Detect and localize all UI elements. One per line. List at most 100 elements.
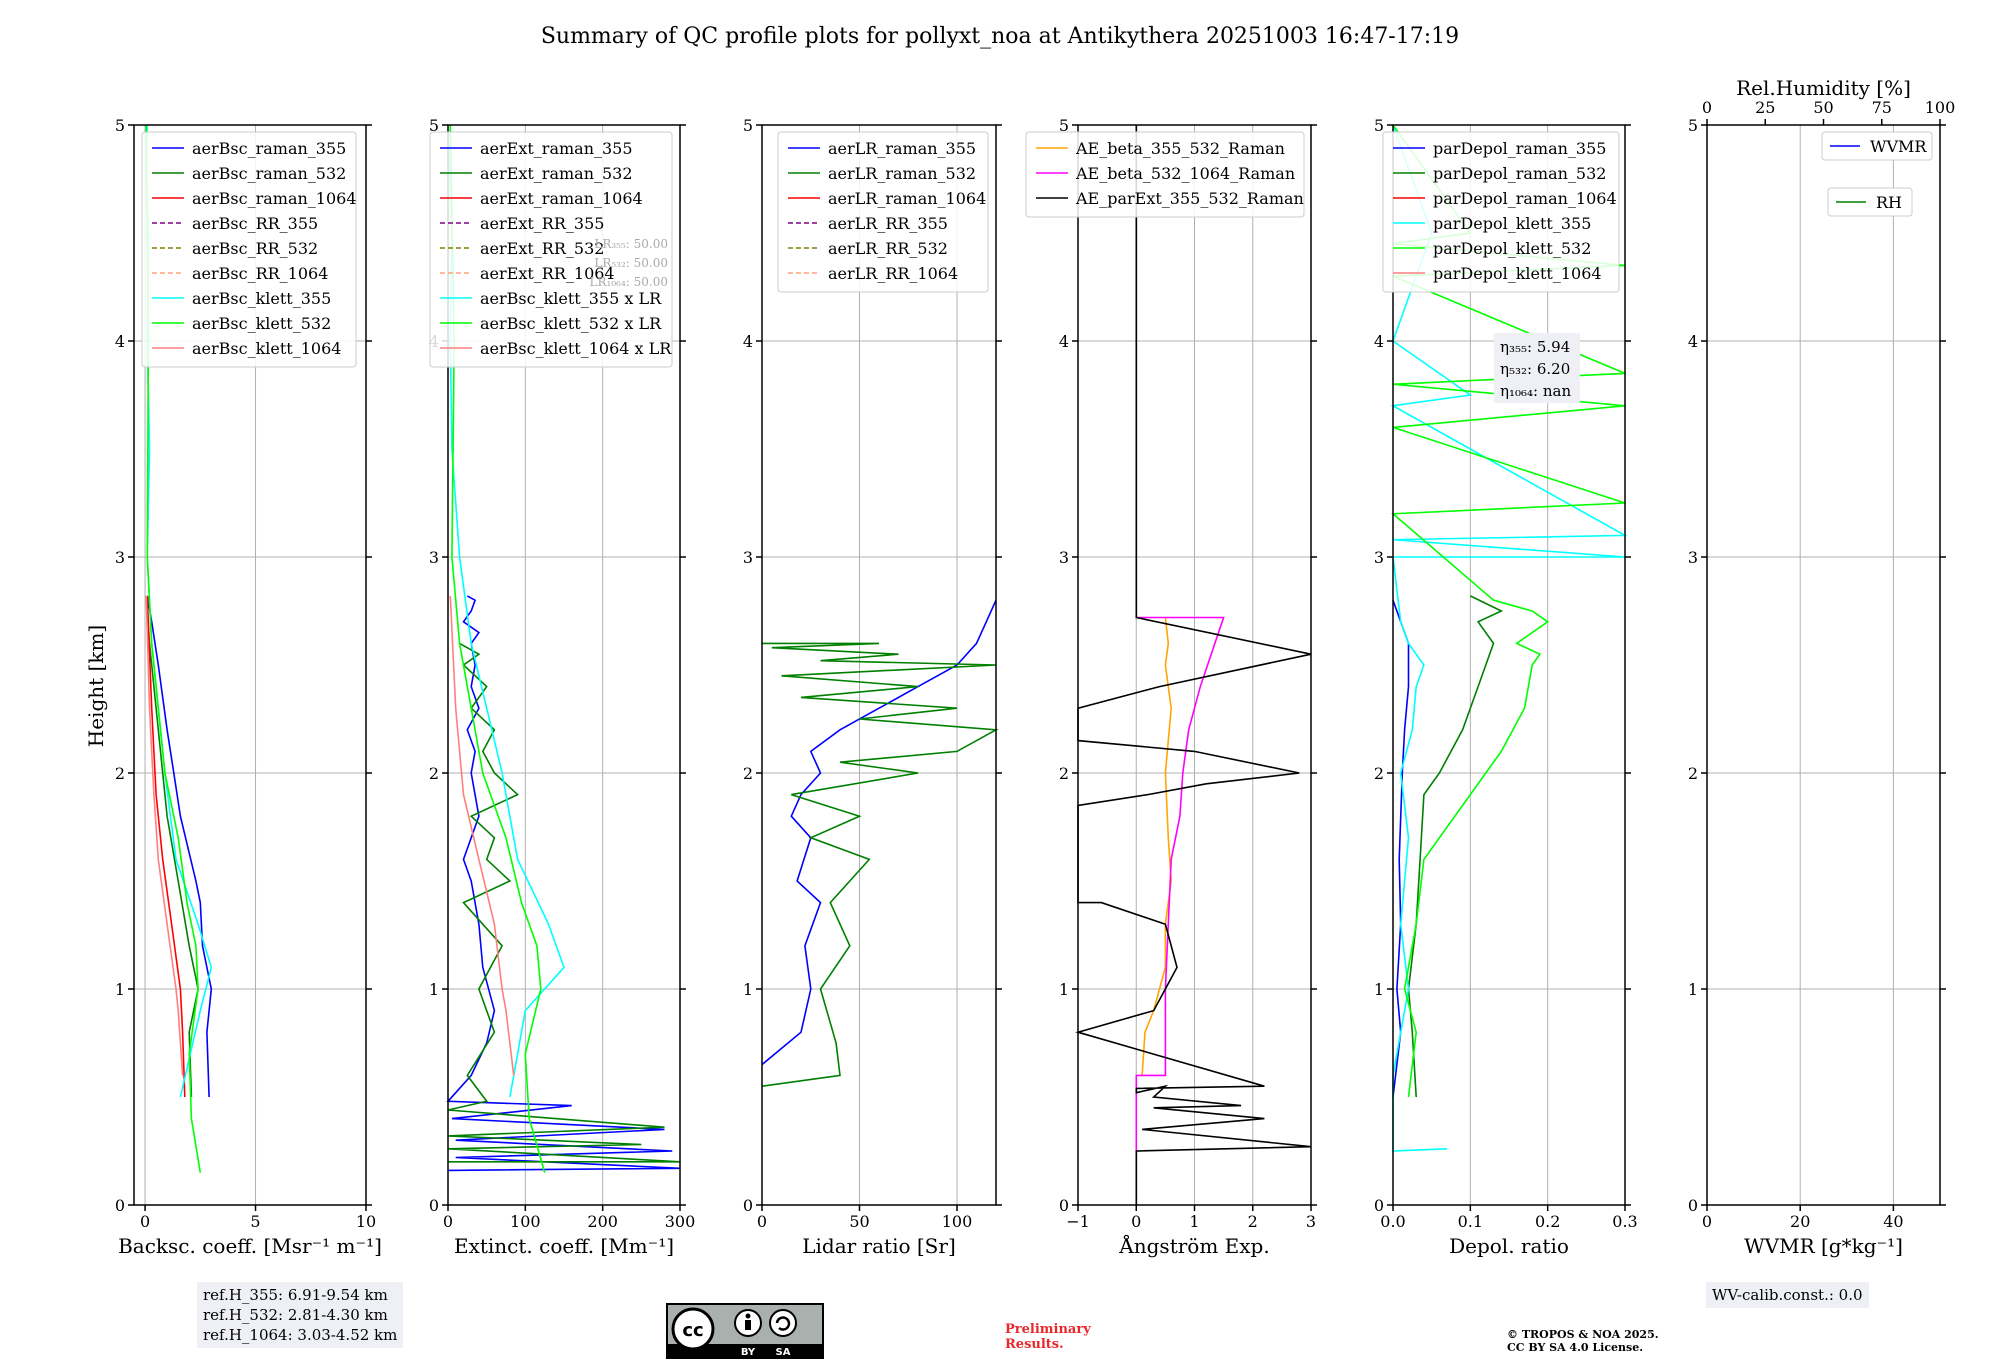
legend-box [1382, 131, 1620, 293]
annotation-eta: η₃₅₅: 5.94 [1500, 338, 1570, 356]
wv-calib-box: WV-calib.const.: 0.0 [1706, 1282, 1869, 1308]
x-tick-label: 100 [510, 1212, 541, 1231]
legend-entry: aerBsc_klett_532 [192, 314, 331, 333]
x-tick-label: 5 [250, 1212, 260, 1231]
y-tick-label: 4 [1059, 332, 1069, 351]
legend: aerExt_raman_355 aerExt_raman_532 aerExt_r… [429, 131, 673, 368]
legend-entry: aerLR_RR_532 [828, 239, 948, 258]
series-line-parDepol_klett_355 [1390, 124, 1628, 1152]
legend-entry: AE_parExt_355_532_Raman [1075, 189, 1304, 208]
x-tick-label: 20 [1790, 1212, 1810, 1231]
y-tick-label: 3 [1374, 548, 1384, 567]
y-tick-label: 4 [743, 332, 753, 351]
legend-entry: aerBsc_klett_1064 x LR [480, 339, 672, 358]
legend-entry: aerLR_raman_532 [828, 164, 976, 183]
top-tick-label: 50 [1813, 98, 1833, 117]
ref-height-532: ref.H_532: 2.81-4.30 km [203, 1306, 388, 1324]
y-tick-label: 0 [1059, 1196, 1069, 1215]
legend-entry: aerBsc_klett_355 x LR [480, 289, 662, 308]
y-tick-label: 4 [1374, 332, 1384, 351]
legend-entry: parDepol_klett_532 [1433, 239, 1591, 258]
legend: aerLR_raman_355 aerLR_raman_532 aerLR_rama… [777, 131, 989, 293]
annotation-lr: LR₁₀₆₄: 50.00 [590, 275, 668, 289]
x-tick-label: 0 [443, 1212, 453, 1231]
legend-entry: aerExt_raman_532 [480, 164, 633, 183]
y-tick-label: 2 [429, 764, 439, 783]
x-tick-label: 0 [1702, 1212, 1712, 1231]
legend-entry: AE_beta_532_1064_Raman [1075, 164, 1295, 183]
legend-entry: aerLR_raman_355 [828, 139, 976, 158]
legend-entry: AE_beta_355_532_Raman [1075, 139, 1285, 158]
x-tick-label: 0.2 [1535, 1212, 1560, 1231]
legend-entry: RH [1876, 193, 1902, 212]
legend-entry: aerExt_RR_1064 [480, 264, 615, 283]
legend-entry: aerBsc_klett_355 [192, 289, 331, 308]
x-tick-label: 100 [942, 1212, 973, 1231]
legend-entry: aerLR_RR_1064 [828, 264, 958, 283]
panel-lr: 0 50 100 0 1 2 3 4 5 Lidar ratio [Sr] aerLR_raman_… [743, 116, 1002, 1258]
panel-wv: 0 20 40 0 1 2 3 4 5 WVMR [g*kg⁻¹] 0 25 50 75 100 Rel.Hu… [1688, 76, 1955, 1258]
legend-entry: aerExt_raman_355 [480, 139, 633, 158]
legend-entry: aerExt_raman_1064 [480, 189, 643, 208]
top-tick-label: 25 [1755, 98, 1775, 117]
series-line-aerLR_raman_355 [761, 599, 997, 1066]
annotation-eta: η₁₀₆₄: nan [1500, 382, 1571, 400]
cc-icon [671, 1307, 715, 1351]
x-axis-label: WVMR [g*kg⁻¹] [1744, 1234, 1903, 1258]
plot-frame [133, 124, 367, 1206]
y-tick-label: 5 [1688, 116, 1698, 135]
x-tick-label: 40 [1883, 1212, 1903, 1231]
x-axis-label: Depol. ratio [1449, 1234, 1569, 1258]
y-tick-label: 4 [1688, 332, 1698, 351]
top-axis-label: Rel.Humidity [%] [1736, 76, 1911, 100]
x-tick-label: 1 [1189, 1212, 1199, 1231]
x-tick-label: 0 [140, 1212, 150, 1231]
legend-box [1821, 131, 1933, 161]
y-tick-label: 5 [115, 116, 125, 135]
series-line-parDepol_raman_355 [1392, 599, 1410, 1098]
x-axis-label: Ångström Exp. [1118, 1233, 1269, 1258]
series-line-aerLR_raman_532 [761, 642, 999, 1087]
y-tick-label: 3 [115, 548, 125, 567]
legend-entry: parDepol_raman_532 [1433, 164, 1606, 183]
legend: WVMR RH [1821, 131, 1933, 217]
x-tick-label: 0 [757, 1212, 767, 1231]
legend-entry: parDepol_raman_355 [1433, 139, 1606, 158]
legend-entry: aerBsc_raman_355 [192, 139, 346, 158]
x-tick-label: 300 [665, 1212, 696, 1231]
svg-text:cc: cc [682, 1320, 703, 1341]
legend-box [429, 131, 673, 368]
x-tick-label: 0 [1131, 1212, 1141, 1231]
legend-entry: aerLR_RR_355 [828, 214, 948, 233]
y-tick-label: 1 [429, 980, 439, 999]
x-tick-label: 0.0 [1380, 1212, 1405, 1231]
ref-height-1064: ref.H_1064: 3.03-4.52 km [203, 1326, 398, 1344]
svg-text:SA: SA [776, 1347, 791, 1358]
panel-ext: 0100200300012345Extinct. coeff. [Mm⁻¹]ae… [429, 116, 695, 1258]
panel-depol: 0.0 0.1 0.2 0.3 0 1 2 3 4 5 Depol. ratio parDepol_r… [1374, 116, 1638, 1258]
legend-box [1827, 187, 1913, 217]
y-tick-label: 5 [429, 116, 439, 135]
copyright-note: © TROPOS & NOA 2025. CC BY SA 4.0 Licens… [1507, 1328, 1659, 1354]
legend-entry: aerLR_raman_1064 [828, 189, 986, 208]
legend-box [777, 131, 989, 293]
top-tick-label: 75 [1872, 98, 1892, 117]
y-tick-label: 0 [115, 1196, 125, 1215]
legend-entry: aerBsc_RR_532 [192, 239, 318, 258]
x-tick-label: 2 [1248, 1212, 1258, 1231]
series-line-aerBsc_raman_1064 [146, 595, 186, 1098]
y-tick-label: 5 [743, 116, 753, 135]
series-line-aerBsc_klett_532 x LR [449, 124, 546, 1173]
y-tick-label: 0 [1688, 1196, 1698, 1215]
plot-frame [1392, 124, 1626, 1206]
preliminary-note: Preliminary Results. [1005, 1322, 1091, 1352]
legend-entry: aerBsc_RR_1064 [192, 264, 328, 283]
ref-height-355: ref.H_355: 6.91-9.54 km [203, 1286, 388, 1304]
y-tick-label: 5 [1374, 116, 1384, 135]
figure-title: Summary of QC profile plots for pollyxt_… [541, 24, 1459, 49]
legend-box [1025, 131, 1305, 218]
y-axis-label: Height [km] [84, 625, 108, 747]
